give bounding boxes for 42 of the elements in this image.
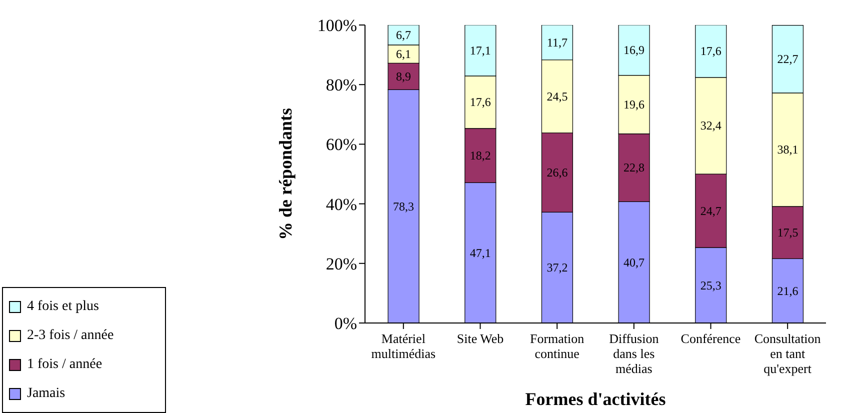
data-label: 16,9 <box>624 43 645 58</box>
data-label: 17,1 <box>470 43 491 58</box>
data-label: 38,1 <box>777 142 798 157</box>
data-label: 18,2 <box>470 148 491 163</box>
data-label: 24,7 <box>700 204 722 218</box>
y-tick-label: 100% <box>317 16 357 36</box>
data-label: 22,8 <box>624 160 645 175</box>
y-axis-title: % de répondants <box>275 108 296 240</box>
legend-label: 4 fois et plus <box>27 298 99 314</box>
y-tick-label: 20% <box>326 254 357 274</box>
x-tick-label: Matériel multimédias <box>371 331 436 361</box>
legend-label: Jamais <box>27 386 66 402</box>
x-tick-label: Consultation en tant qu'expert <box>754 331 822 376</box>
data-label: 17,5 <box>777 226 798 240</box>
x-tick-label: Formation continue <box>530 331 585 361</box>
data-label: 24,5 <box>546 89 568 104</box>
x-tick-label: Site Web <box>456 331 504 346</box>
y-tick-label: 0% <box>334 314 357 334</box>
data-label: 37,2 <box>546 260 568 275</box>
data-label: 40,7 <box>624 255 645 270</box>
data-label: 19,6 <box>624 98 645 112</box>
y-tick-label: 40% <box>326 194 357 214</box>
x-tick-label: Conférence <box>680 331 741 346</box>
data-label: 6,1 <box>396 47 412 62</box>
data-label: 22,7 <box>777 52 798 66</box>
data-label: 17,6 <box>470 95 491 110</box>
data-label: 17,6 <box>700 44 722 58</box>
x-axis-title: Formes d'activités <box>525 389 666 409</box>
data-label: 25,3 <box>700 278 722 292</box>
data-label: 26,6 <box>546 166 568 180</box>
y-tick-label: 60% <box>326 135 357 154</box>
data-label: 32,4 <box>700 118 722 133</box>
data-label: 8,9 <box>396 69 412 84</box>
data-label: 6,7 <box>396 28 412 42</box>
legend-label: 2-3 fois / année <box>27 328 114 344</box>
x-tick-label: Diffusion dans les médias <box>609 331 660 376</box>
data-label: 21,6 <box>777 284 798 298</box>
y-tick-label: 80% <box>326 76 357 95</box>
data-label: 78,3 <box>393 199 414 214</box>
data-label: 11,7 <box>546 35 568 50</box>
data-label: 47,1 <box>470 246 491 260</box>
legend-label: 1 fois / année <box>27 356 102 372</box>
